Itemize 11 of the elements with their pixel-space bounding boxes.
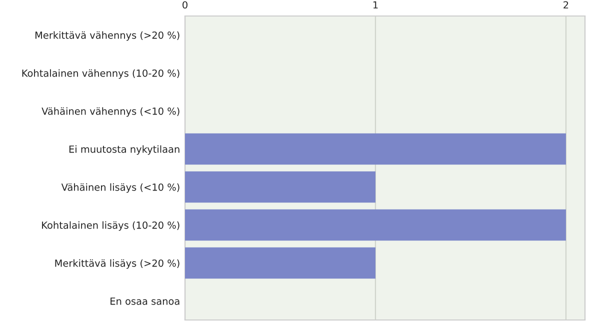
y-tick-label: Kohtalainen lisäys (10-20 %) — [42, 221, 180, 231]
y-tick-label: Ei muutosta nykytilaan — [69, 145, 180, 155]
y-tick-label: En osaa sanoa — [110, 298, 180, 305]
y-tick-label: Vähäinen vähennys (<10 %) — [42, 107, 180, 117]
x-tick-label: 2 — [564, 1, 568, 8]
y-tick-label: Merkittävä vähennys (>20 %) — [35, 31, 180, 41]
x-tick-label: 0 — [182, 1, 188, 9]
y-tick-label: Kohtalainen vähennys (10-20 %) — [22, 69, 180, 79]
y-tick-label: Vähäinen lisäys (<10 %) — [61, 183, 180, 193]
x-tick-label: 1 — [373, 1, 378, 8]
y-tick-label: Merkittävä lisäys (>20 %) — [55, 259, 180, 269]
